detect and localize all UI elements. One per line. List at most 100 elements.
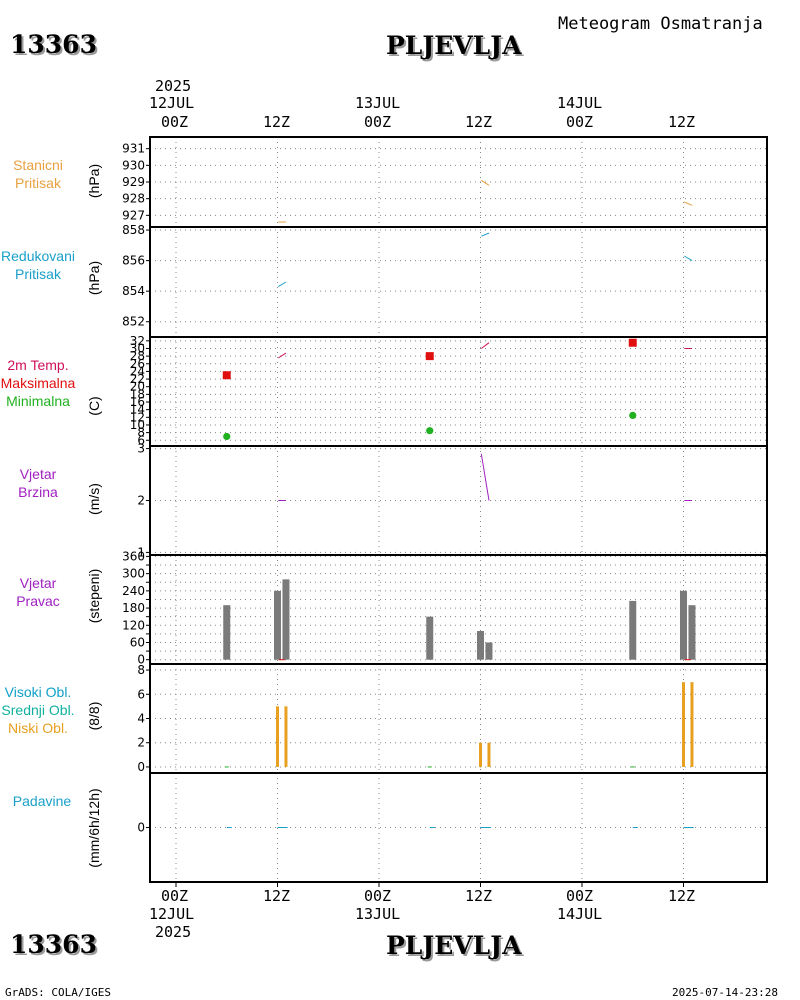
label-clouds-high: Visoki Obl. xyxy=(4,684,72,700)
panel-5-ytick-label: 120 xyxy=(122,618,145,632)
panel-1-ytick-label: 930 xyxy=(122,158,145,172)
label-temperature: 2m Temp. Maksimalna Minimalna xyxy=(0,356,83,410)
panel-3-ytick-label: 6 xyxy=(137,433,145,447)
panel-3-line xyxy=(278,352,287,359)
panel-3-ytick-label: 16 xyxy=(130,395,145,409)
panel-2-ytick-label: 854 xyxy=(122,284,145,298)
bottom-hour-label-24: 00Z xyxy=(364,887,392,905)
bottom-hour-label-60: 12Z xyxy=(668,887,696,905)
panel-2-frame xyxy=(149,226,768,338)
panel-3-ytick-label: 32 xyxy=(130,334,145,348)
label-wind-speed: Vjetar Brzina xyxy=(0,465,83,501)
top-hour-label-36: 12Z xyxy=(465,113,493,131)
panel-5-ytick-label: 60 xyxy=(130,635,145,649)
panel-6-bar xyxy=(284,706,288,767)
panel-2-line xyxy=(684,255,693,262)
panel-3-ytick-label: 26 xyxy=(130,357,145,371)
panel-1-ytick-label: 929 xyxy=(122,175,145,189)
footer-credit: GrADS: COLA/IGES xyxy=(5,986,111,999)
panel-6-bar xyxy=(276,706,279,767)
panel-1-ytick-label: 928 xyxy=(122,192,145,206)
panel-5-frame xyxy=(149,554,768,665)
panel-7-ytick-label: 0 xyxy=(137,821,145,835)
panel-2-line xyxy=(278,281,287,288)
label-wind-dir-line2: Pravac xyxy=(16,593,60,609)
top-date-label-14jul: 14JUL xyxy=(557,94,603,112)
footer-station-name: PLJEVLJA xyxy=(386,931,522,960)
panel-3-max-marker xyxy=(425,352,434,361)
top-hour-label-48: 00Z xyxy=(566,113,594,131)
label-reduced-pressure-line2: Pritisak xyxy=(15,266,61,282)
panel-3-line xyxy=(480,342,490,349)
panel-5-ytick-label: 360 xyxy=(122,549,145,563)
label-station-pressure-line2: Pritisak xyxy=(15,175,61,191)
footer-timestamp: 2025-07-14-23:28 xyxy=(672,986,778,999)
panel-3-min-marker xyxy=(426,427,434,435)
panel-5-bar xyxy=(477,631,484,660)
panel-1-ytick-label: 927 xyxy=(122,208,145,222)
panel-5-bar xyxy=(282,579,290,660)
panel-4-ytick-label: 1 xyxy=(137,545,145,559)
panel-5-bar xyxy=(688,605,696,660)
panel-1-line xyxy=(481,179,490,186)
panel-3-ytick-label: 14 xyxy=(130,403,145,417)
bottom-date-label-13jul: 13JUL xyxy=(355,905,401,923)
panel-3-ytick-label: 22 xyxy=(130,372,145,386)
label-station-pressure-line1: Stanicni xyxy=(13,157,63,173)
panel-5-ytick-label: 0 xyxy=(137,653,145,667)
label-temp-2m: 2m Temp. xyxy=(7,357,69,373)
bottom-hour-label-12: 12Z xyxy=(263,887,291,905)
panel-3-max-marker xyxy=(628,338,637,347)
panel-5-ytick-label: 300 xyxy=(122,567,145,581)
panel-4-ytick-label: 3 xyxy=(137,442,145,456)
panel-3-ytick-label: 28 xyxy=(130,349,145,363)
panel-3-min-marker xyxy=(223,432,231,441)
panel-1-ytick-label: 931 xyxy=(122,142,145,156)
panel-1-line xyxy=(684,201,693,206)
panel-6-bar xyxy=(487,742,491,767)
panel-6-bar xyxy=(479,742,482,767)
panel-3-max-marker xyxy=(222,371,231,380)
top-hour-label-12: 12Z xyxy=(263,113,291,131)
panel-2-ytick-label: 852 xyxy=(122,315,145,329)
panel-2-line xyxy=(481,232,490,237)
bottom-year-label: 2025 xyxy=(155,923,192,941)
panel-6-bar xyxy=(690,682,694,767)
panel-5-bar xyxy=(629,600,637,660)
bottom-date-label-14jul: 14JUL xyxy=(557,905,603,923)
panel-3-min-marker xyxy=(629,411,637,420)
panel-5-bar xyxy=(426,616,434,660)
panel-3-frame xyxy=(149,336,768,447)
panel-6-ytick-label: 8 xyxy=(137,663,145,677)
label-clouds-low: Niski Obl. xyxy=(8,720,68,736)
label-precip-line1: Padavine xyxy=(12,793,72,809)
top-hour-label-24: 00Z xyxy=(364,113,392,131)
chart-title: Meteogram Osmatranja xyxy=(558,14,763,34)
panel-3-ytick-label: 30 xyxy=(130,341,145,355)
footer-station-id: 13363 xyxy=(10,930,97,959)
panel-4-ytick-label: 2 xyxy=(137,494,145,508)
top-hour-label-0: 00Z xyxy=(161,113,189,131)
label-wind-speed-line2: Brzina xyxy=(18,484,58,500)
top-date-label-12jul: 12JUL xyxy=(149,94,195,112)
label-clouds: Visoki Obl. Srednji Obl. Niski Obl. xyxy=(0,683,83,737)
label-wind-dir-line1: Vjetar xyxy=(19,575,57,591)
top-year-label: 2025 xyxy=(155,77,192,95)
panel-7-frame xyxy=(149,772,768,883)
panel-1-frame xyxy=(149,136,768,228)
panel-3-ytick-label: 24 xyxy=(130,364,145,378)
panel-5-bar xyxy=(485,642,493,660)
panel-3-ytick-label: 10 xyxy=(130,418,145,432)
label-reduced-pressure: Redukovani Pritisak xyxy=(0,247,83,283)
label-wind-speed-line1: Vjetar xyxy=(19,466,57,482)
panel-6-bar xyxy=(682,682,685,767)
label-station-pressure: Stanicni Pritisak xyxy=(0,156,83,192)
panel-2-ytick-label: 856 xyxy=(122,254,145,268)
panel-3-ytick-label: 8 xyxy=(137,426,145,440)
panel-6-ytick-label: 2 xyxy=(137,736,145,750)
panel-6-ytick-label: 4 xyxy=(137,712,145,726)
panel-3-ytick-label: 18 xyxy=(130,387,145,401)
label-reduced-pressure-line1: Redukovani xyxy=(1,248,75,264)
bottom-date-label-12jul: 12JUL xyxy=(149,905,195,923)
